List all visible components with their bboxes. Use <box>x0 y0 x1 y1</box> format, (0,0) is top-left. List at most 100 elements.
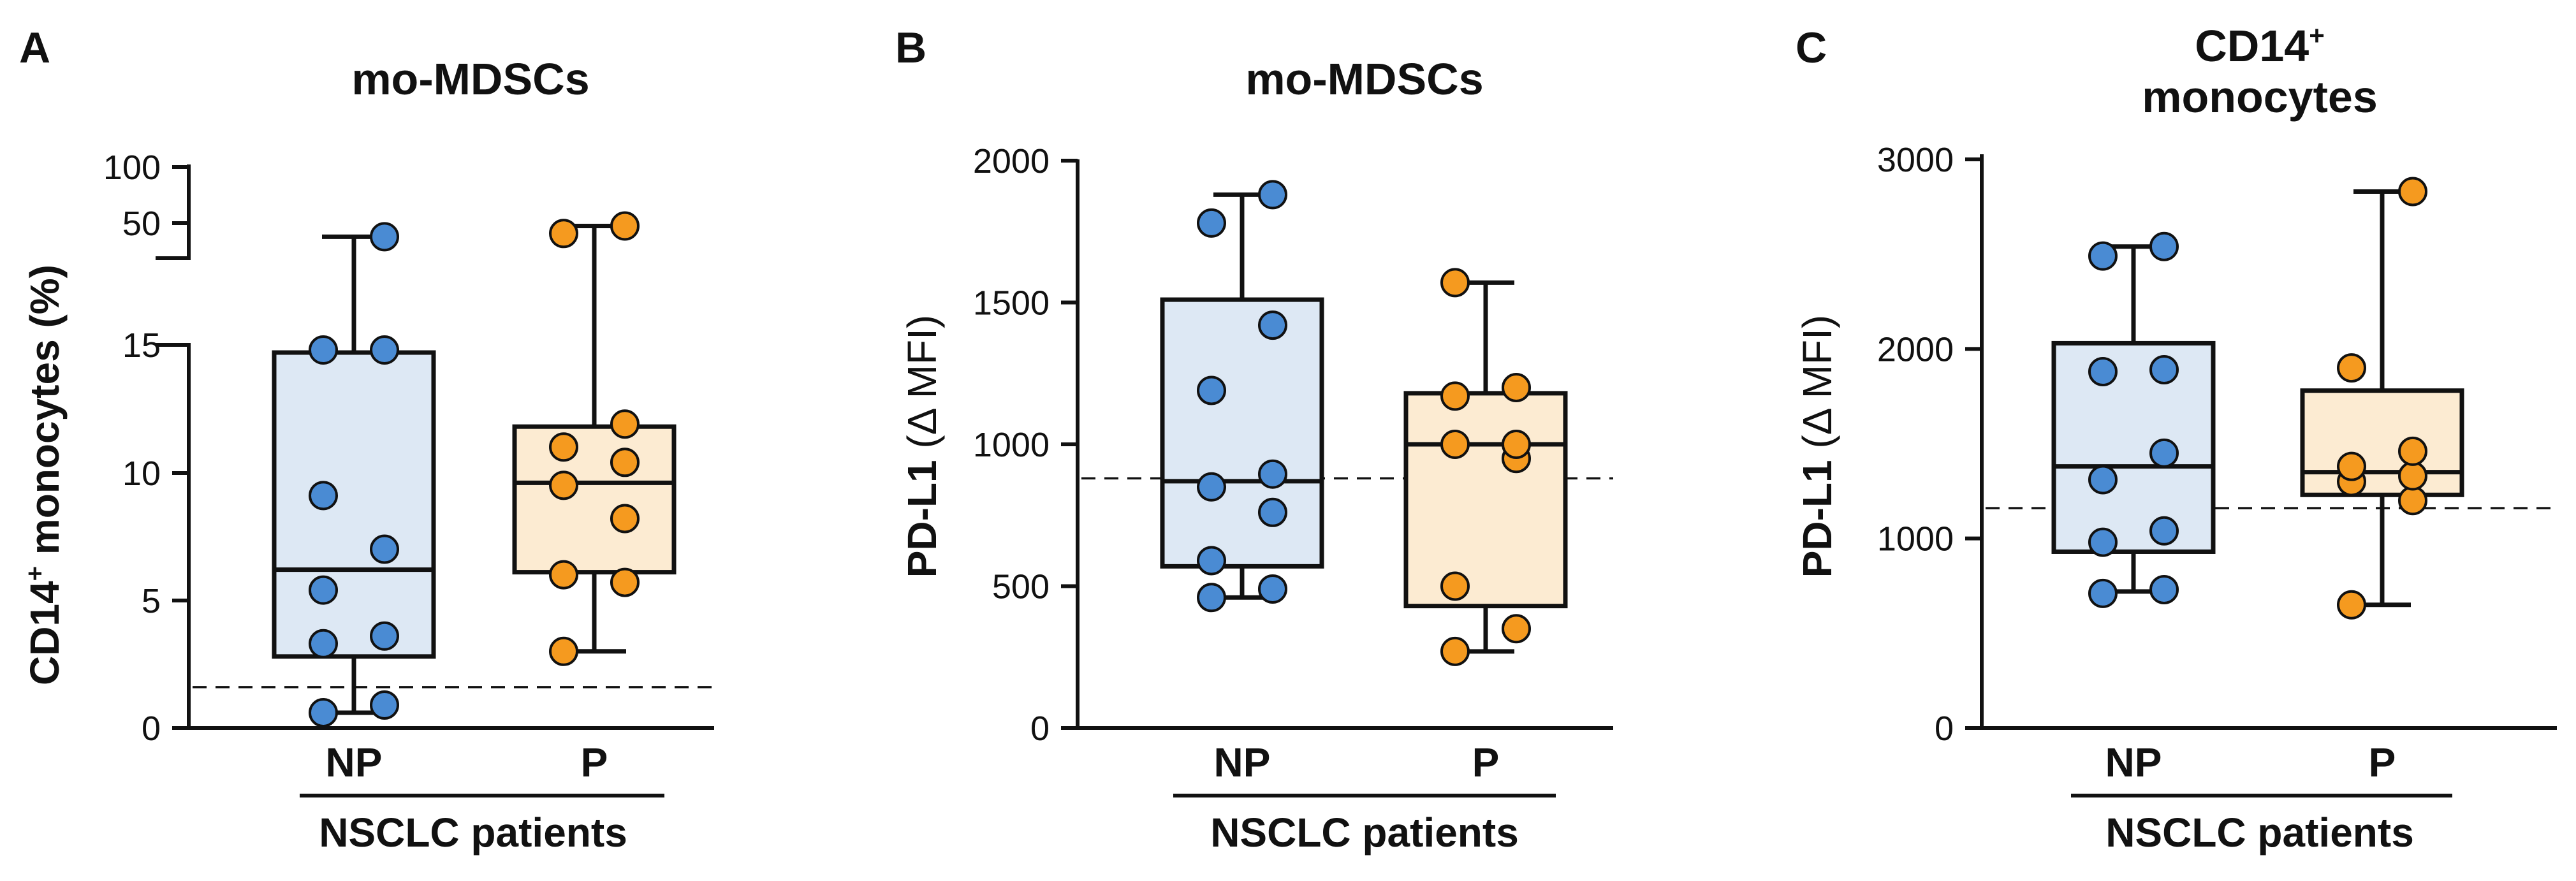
panel-b-np-data-point <box>1197 375 1226 405</box>
panel-letter-b: B <box>895 24 926 72</box>
panel-a-y-tick-label: 50 <box>122 205 161 243</box>
panel-c-y-tick-label: 2000 <box>1877 330 1954 368</box>
panel-b-np-data-point <box>1258 310 1287 340</box>
panel-c-y-tick-label: 0 <box>1935 710 1954 748</box>
panel-b-np-data-point <box>1197 472 1226 502</box>
panel-b-p-data-point <box>1440 381 1470 411</box>
panel-b-y-tick-label: 2000 <box>973 142 1050 180</box>
panel-c-p-data-point <box>2398 486 2427 516</box>
panel-a-p-data-point <box>549 636 578 666</box>
panel-c-y-ticks: 0 1000 2000 3000 <box>1877 141 1982 748</box>
panel-a-group-label: NSCLC patients <box>319 810 627 856</box>
panel-c-np-data-point <box>2149 231 2179 261</box>
panel-c-plot-area <box>1986 177 2557 620</box>
panel-b-p-data-point <box>1440 268 1470 298</box>
panel-b-y-tick-label: 500 <box>992 568 1050 606</box>
panel-a-title: mo-MDSCs <box>351 54 589 104</box>
panel-a-y-tick-label: 15 <box>122 326 161 365</box>
panel-b-p-data-point <box>1502 614 1531 644</box>
panel-b-y-axis-label: PD-L1 (Δ MFI) <box>899 315 945 578</box>
panel-a-p-data-point <box>610 211 640 241</box>
panel-b-category-p: P <box>1472 739 1500 785</box>
panel-a-p-box <box>512 424 677 575</box>
panel-c-np-data-point <box>2149 516 2179 546</box>
panel-b-p-box <box>1403 391 1568 609</box>
panel-a-category-np: NP <box>326 739 383 785</box>
panel-c-y-tick-label: 1000 <box>1877 520 1954 558</box>
panel-a-np-data-point <box>370 222 399 252</box>
panel-a-y-tick-label: 5 <box>142 582 161 620</box>
panel-a-p-data-point <box>610 409 640 439</box>
panel-b-np-data-point <box>1258 574 1287 604</box>
panel-a-y-axis-lower <box>156 343 191 728</box>
panel-a-category-p: P <box>581 739 608 785</box>
panel-a: A mo-MDSCs CD14+ monocytes (%) 0 5 10 15 50 1… <box>19 24 714 856</box>
panel-a-p-data-point <box>610 448 640 477</box>
panel-letter-c: C <box>1796 24 1827 72</box>
panel-a-y-ticks: 0 5 10 15 50 100 <box>103 149 189 748</box>
panel-c-p-data-point <box>2398 461 2427 491</box>
panel-a-np-data-point <box>309 335 338 365</box>
panel-c-p-data-point <box>2337 451 2366 481</box>
panel-c-p-data-point <box>2398 436 2427 466</box>
panel-b-p-data-point <box>1440 571 1470 601</box>
panel-a-np-data-point <box>309 481 338 511</box>
panel-c-np-box <box>2051 340 2216 554</box>
panel-a-p-data-point <box>610 567 640 597</box>
panel-a-np-data-point <box>309 629 338 659</box>
panel-a-p-data-point <box>610 504 640 534</box>
panel-b-y-ticks: 0 500 1000 1500 2000 <box>973 142 1078 748</box>
panel-c: C CD14+ monocytes PD-L1 (Δ MFI) 0 1000 200… <box>1794 20 2557 856</box>
panel-a-p-data-point <box>549 470 578 500</box>
panel-b-p-data-point <box>1440 636 1470 666</box>
panel-a-np-box <box>272 350 436 659</box>
panel-b-np-data-point <box>1258 459 1287 489</box>
panel-c-title-line2: monocytes <box>2142 72 2378 122</box>
panel-b-y-tick-label: 1500 <box>973 284 1050 323</box>
panel-a-np-data-point <box>309 575 338 605</box>
panel-b: B mo-MDSCs PD-L1 (Δ MFI) 0 500 1000 1500 200… <box>895 24 1613 856</box>
panel-b-np-data-point <box>1197 583 1226 613</box>
panel-c-np-data-point <box>2149 574 2179 604</box>
panel-c-y-tick-label: 3000 <box>1877 141 1954 179</box>
panel-a-y-axis-label: CD14+ monocytes (%) <box>21 265 68 685</box>
panel-a-p-data-point <box>549 432 578 462</box>
panel-a-plot-area <box>193 211 714 727</box>
panel-c-np-data-point <box>2088 578 2118 608</box>
panel-c-p-box <box>2300 388 2464 497</box>
panel-a-np-data-point <box>370 534 399 564</box>
panel-b-np-data-point <box>1197 208 1226 238</box>
panel-c-p-data-point <box>2337 353 2366 383</box>
panel-letter-a: A <box>19 24 50 72</box>
panel-a-y-tick-label: 0 <box>142 710 161 748</box>
panel-c-title-line1: CD14+ <box>2195 20 2325 71</box>
panel-c-np-data-point <box>2149 355 2179 385</box>
panel-a-y-tick-label: 100 <box>103 149 161 187</box>
panel-b-np-data-point <box>1197 546 1226 576</box>
panel-a-p-data-point <box>549 219 578 249</box>
panel-b-p-data-point <box>1502 373 1531 402</box>
panel-a-y-tick-label: 10 <box>122 455 161 493</box>
panel-a-np-data-point <box>370 690 399 720</box>
panel-c-category-p: P <box>2369 739 2396 785</box>
panel-c-np-data-point <box>2088 241 2118 271</box>
panel-c-p-data-point <box>2398 177 2427 207</box>
panel-a-np-data-point <box>309 697 338 727</box>
panel-a-p-data-point <box>549 560 578 590</box>
panel-c-np-data-point <box>2088 465 2118 495</box>
panel-b-p-data-point <box>1440 430 1470 459</box>
panel-c-np-data-point <box>2088 357 2118 387</box>
panel-b-np-data-point <box>1258 497 1287 527</box>
panel-b-y-tick-label: 0 <box>1030 710 1050 748</box>
panel-a-y-axis-upper <box>156 164 191 260</box>
panel-b-p-data-point <box>1502 430 1531 459</box>
panel-a-np-data-point <box>370 621 399 651</box>
panel-c-p-data-point <box>2337 590 2366 620</box>
panel-b-group-label: NSCLC patients <box>1210 810 1519 856</box>
panel-c-y-axis-label: PD-L1 (Δ MFI) <box>1794 315 1840 578</box>
panel-b-title: mo-MDSCs <box>1245 54 1483 104</box>
panel-a-np-data-point <box>370 335 399 365</box>
panel-c-group-label: NSCLC patients <box>2105 810 2414 856</box>
panel-c-np-data-point <box>2149 438 2179 468</box>
